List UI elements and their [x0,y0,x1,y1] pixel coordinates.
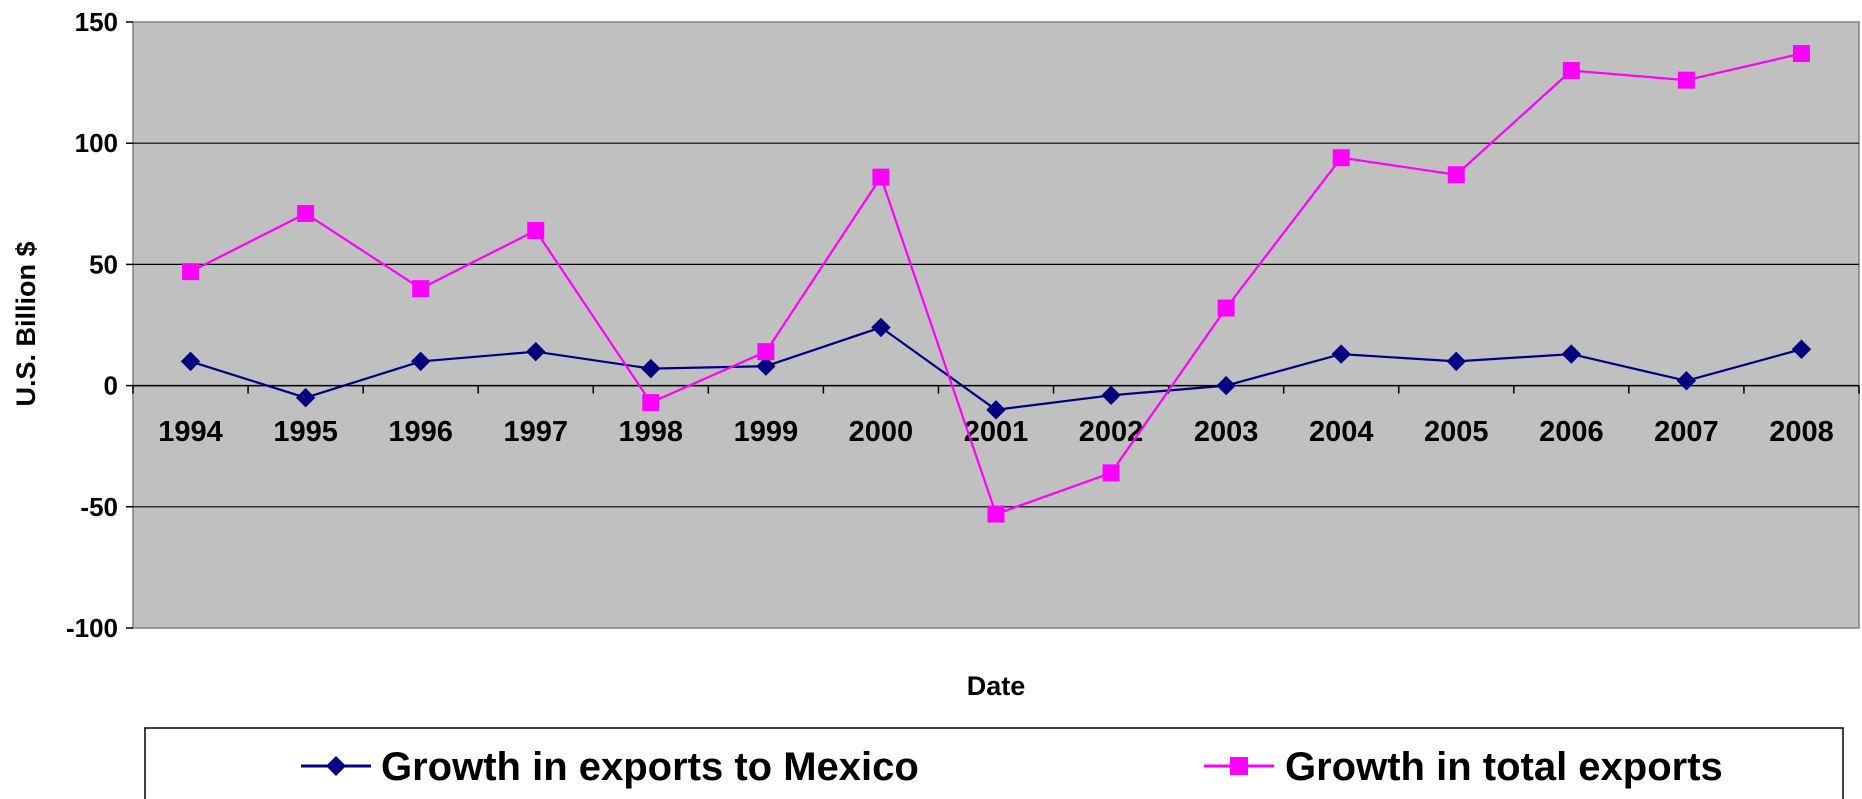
plot-area [132,21,1860,629]
legend-item-mexico: Growth in exports to Mexico [301,745,919,789]
data-point-square [642,394,660,412]
y-tick-label: -50 [80,492,118,522]
data-point-square [1332,149,1350,167]
data-point-diamond [1216,375,1236,396]
data-point-diamond [180,351,201,372]
data-point-square [757,343,775,361]
x-tick-label: 1996 [388,416,453,448]
data-point-diamond [756,356,776,376]
data-point-square [1562,61,1580,79]
series-markers [180,45,1812,523]
x-axis-ticks: 1994 1995 1996 1997 1998 1999 2000 2001 2002 2003… [132,385,1860,448]
x-tick-label: 1994 [158,416,223,448]
data-point-diamond [295,388,316,408]
x-tick-label: 2001 [964,416,1029,448]
x-tick-label: 2002 [1079,416,1144,448]
legend-box [144,727,1844,799]
legend-diamond-icon [326,756,346,776]
x-tick-label: 2007 [1654,416,1719,448]
x-tick-label: 1999 [734,416,799,448]
data-point-diamond [986,400,1006,420]
data-point-square [872,168,890,186]
data-point-diamond [641,358,661,379]
x-tick-label: 2003 [1194,416,1259,448]
legend-label-mexico: Growth in exports to Mexico [381,745,919,789]
data-point-square [1217,299,1235,317]
data-point-diamond [1331,344,1351,364]
x-tick-label: 2000 [849,416,914,448]
data-point-square [987,505,1005,523]
data-point-square [1102,464,1120,482]
data-point-square [1792,45,1810,63]
legend-item-total: Growth in total exports [1204,745,1723,789]
data-point-diamond [871,317,891,338]
y-tick-label: 50 [89,249,118,279]
x-tick-label: 1998 [619,416,684,448]
data-point-diamond [1101,385,1121,406]
data-point-square [182,263,200,281]
legend-square-icon [1230,757,1248,775]
data-point-square [412,280,430,298]
data-point-diamond [1791,339,1812,359]
y-tick-label: 150 [75,7,118,37]
x-tick-label: 2008 [1769,416,1834,448]
y-tick-label: 100 [75,128,118,158]
x-tick-label: 2006 [1539,416,1604,448]
x-axis-title: Date [967,671,1026,701]
data-point-square [1447,166,1465,184]
data-point-diamond [410,351,431,372]
legend-label-total: Growth in total exports [1285,745,1723,789]
y-tick-label: 0 [104,371,118,401]
x-tick-label: 2005 [1424,416,1489,448]
y-axis-ticks: 150 100 50 0 -50 -100 [66,7,133,643]
data-point-square [297,204,315,222]
data-point-square [527,221,545,239]
x-tick-label: 2004 [1309,416,1374,448]
data-point-square [1677,71,1695,89]
data-point-diamond [1561,344,1582,364]
x-tick-label: 1995 [273,416,338,448]
y-axis-title: U.S. Billion $ [11,241,41,406]
data-point-diamond [1446,351,1466,372]
x-tick-label: 1997 [503,416,568,448]
data-point-diamond [1676,371,1697,391]
y-tick-label: -100 [66,613,118,643]
data-point-diamond [526,341,546,362]
